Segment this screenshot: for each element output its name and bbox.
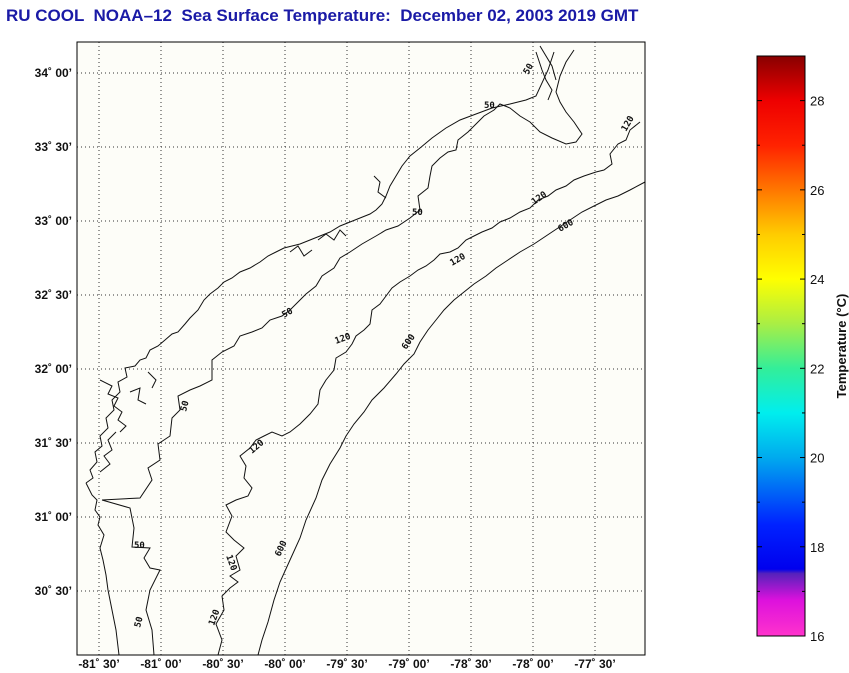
map-plot-area <box>77 42 645 655</box>
map-frame <box>76 41 646 656</box>
colorbar-tick-label: 16 <box>810 629 824 644</box>
colorbar-tick-label: 26 <box>810 183 824 198</box>
colorbar <box>756 55 806 637</box>
lon-tick-label: -80˚ 30’ <box>202 657 243 671</box>
isobath-label-50: 50 <box>179 400 191 413</box>
lon-tick-label: -79˚ 30’ <box>326 657 367 671</box>
lon-tick-label: -77˚ 30’ <box>574 657 615 671</box>
colorbar-label: Temperature (°C) <box>834 294 849 399</box>
latitude-axis: 34˚ 00’ 33˚ 30’ 33˚ 00’ 32˚ 30’ 32˚ 00’ 31˚ 3… <box>35 66 72 598</box>
graticule <box>77 42 645 655</box>
isobath-label-50: 50 <box>484 101 495 111</box>
isobath-label-50: 50 <box>412 208 423 218</box>
lon-tick-label: -79˚ 00’ <box>388 657 429 671</box>
isobath-label-50: 50 <box>133 616 145 629</box>
lon-tick-label: -80˚ 00’ <box>264 657 305 671</box>
coastline <box>85 51 555 655</box>
isobath-50 <box>101 49 583 655</box>
chart-title: RU COOL NOAA–12 Sea Surface Temperature:… <box>6 6 639 25</box>
isobath-contours <box>85 45 645 655</box>
lon-tick-label: -78˚ 30’ <box>450 657 491 671</box>
colorbar-tick-label: 22 <box>810 361 824 376</box>
lat-tick-label: 32˚ 30’ <box>35 288 72 302</box>
lat-tick-label: 34˚ 00’ <box>35 66 72 80</box>
colorbar-tick-label: 28 <box>810 94 824 109</box>
colorbar-ticks: 16 18 20 22 24 26 28 <box>757 94 824 644</box>
lat-tick-label: 33˚ 30’ <box>35 140 72 154</box>
lon-tick-label: -81˚ 00’ <box>140 657 181 671</box>
lat-tick-label: 31˚ 30’ <box>35 436 72 450</box>
isobath-120 <box>215 121 641 655</box>
coastline-islands <box>99 45 557 473</box>
longitude-axis: -81˚ 30’ -81˚ 00’ -80˚ 30’ -80˚ 00’ -79˚ 30’… <box>78 657 615 671</box>
colorbar-tick-label: 20 <box>810 451 824 466</box>
lat-tick-label: 30˚ 30’ <box>35 584 72 598</box>
colorbar-tick-label: 24 <box>810 272 824 287</box>
isobath-600 <box>257 181 645 655</box>
colorbar-tick-label: 18 <box>810 540 824 555</box>
lat-tick-label: 32˚ 00’ <box>35 362 72 376</box>
lon-tick-label: -78˚ 00’ <box>512 657 553 671</box>
isobath-label-50: 50 <box>134 541 145 551</box>
isobath-label-50: 50 <box>522 62 536 76</box>
lon-tick-label: -81˚ 30’ <box>78 657 119 671</box>
lat-tick-label: 33˚ 00’ <box>35 214 72 228</box>
isobath-label-50: 50 <box>281 307 295 321</box>
lat-tick-label: 31˚ 00’ <box>35 510 72 524</box>
